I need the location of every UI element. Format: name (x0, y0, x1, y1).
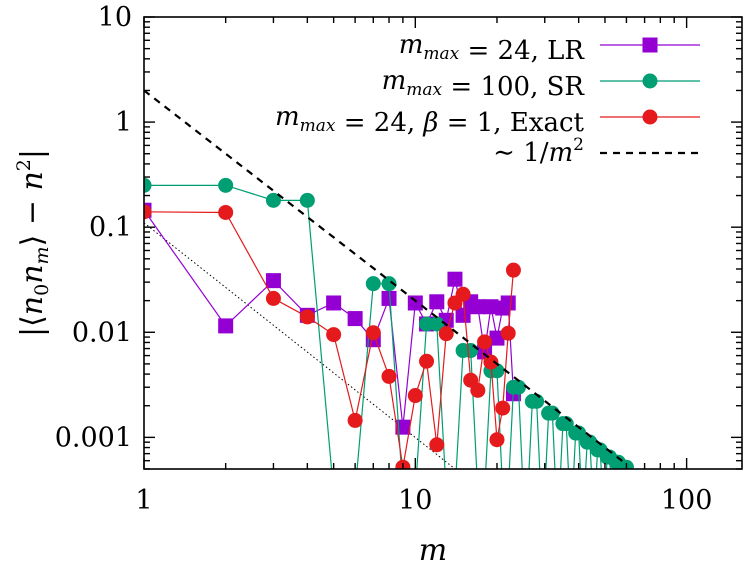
data-point (347, 311, 363, 327)
y-axis-title: |⟨n0nm⟩ − n2| (13, 149, 53, 337)
data-point (218, 318, 234, 334)
data-point (455, 307, 471, 323)
data-point (265, 192, 281, 208)
legend-marker (642, 109, 658, 125)
data-point (381, 368, 397, 384)
x-tick-label: 10 (398, 485, 432, 516)
data-point (347, 412, 363, 428)
legend-entry-m-max-100-sr: mmax = 100, SR (382, 66, 700, 102)
series-line (144, 184, 627, 469)
y-tick-label: 1 (115, 107, 132, 138)
data-point (326, 295, 342, 311)
data-point (505, 262, 521, 278)
data-point (265, 290, 281, 306)
data-point (407, 388, 423, 404)
series-1-m-2 (144, 89, 628, 466)
y-tick-label: 0.001 (55, 422, 132, 453)
svg-text:|⟨n0nm⟩ − n2|: |⟨n0nm⟩ − n2| (13, 149, 53, 337)
data-point (326, 327, 342, 343)
data-point (218, 177, 234, 193)
data-point (381, 290, 397, 306)
legend-label: ∼ 1/m2 (493, 135, 584, 168)
data-point (144, 177, 152, 193)
x-tick-label: 1 (135, 485, 152, 516)
series-line (144, 89, 628, 466)
legend-entry-1-m-2: ∼ 1/m2 (493, 135, 700, 168)
data-point (429, 437, 445, 453)
data-point (489, 432, 505, 448)
data-point (510, 379, 526, 395)
legend-marker (642, 37, 658, 53)
legend-label: mmax = 24, LR (399, 30, 586, 66)
data-point (299, 192, 315, 208)
data-point (477, 334, 493, 350)
data-point (218, 204, 234, 220)
data-point (265, 273, 281, 289)
data-point (407, 295, 423, 311)
data-point (463, 343, 479, 359)
data-point (470, 299, 486, 315)
legend-label: mmax = 24, β = 1, Exact (275, 102, 585, 138)
data-point (500, 325, 516, 341)
data-point (365, 276, 381, 292)
y-tick-label: 0.1 (89, 212, 132, 243)
series-layer (144, 89, 634, 469)
dotted-guide-line (144, 222, 456, 469)
legend-entry-m-max-24-1-exact: mmax = 24, β = 1, Exact (275, 102, 700, 138)
data-point (483, 299, 499, 315)
data-point (419, 316, 435, 332)
guide-lines (144, 222, 456, 469)
data-point (438, 326, 454, 342)
x-tick-label: 100 (661, 485, 713, 516)
legend-marker (642, 73, 658, 89)
data-point (381, 276, 397, 292)
y-tick-label: 0.01 (72, 317, 132, 348)
series-m-max-100-sr (144, 177, 634, 469)
y-tick-label: 10 (98, 2, 132, 33)
data-point (495, 400, 511, 416)
data-point (470, 382, 486, 398)
data-point (529, 393, 545, 409)
axis-ticks: 1 10 100 0.001 0.01 0.1 1 10 (55, 2, 742, 516)
legend-entry-m-max-24-lr: mmax = 24, LR (399, 30, 700, 66)
legend-label: mmax = 100, SR (382, 66, 586, 102)
data-point (429, 316, 445, 332)
data-point (500, 295, 516, 311)
data-point (429, 294, 445, 310)
data-point (483, 354, 499, 370)
data-point (299, 309, 315, 325)
data-point (447, 271, 463, 287)
data-point (144, 204, 152, 220)
data-point (365, 325, 381, 341)
data-point (455, 286, 471, 302)
data-point (419, 353, 435, 369)
series-m-max-24-1-exact (144, 204, 521, 469)
data-point (489, 330, 505, 346)
x-axis-title: m (419, 533, 447, 568)
